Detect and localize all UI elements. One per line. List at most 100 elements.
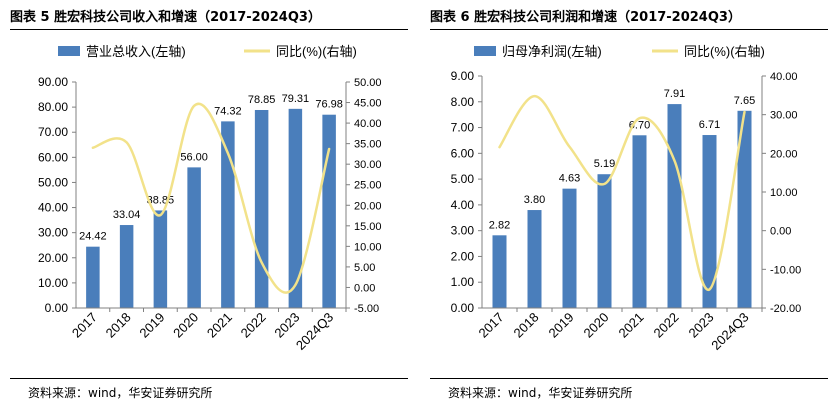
chart-title: 图表 5 胜宏科技公司收入和增速（2017-2024Q3） bbox=[10, 10, 321, 25]
right-tick-label: 45.00 bbox=[354, 98, 382, 110]
bar-data-label: 7.65 bbox=[734, 95, 755, 107]
right-tick-label: 20.00 bbox=[770, 148, 798, 160]
x-tick-label: 2021 bbox=[204, 310, 235, 341]
x-tick-label: 2018 bbox=[103, 310, 134, 341]
bar bbox=[737, 110, 752, 308]
left-tick-label: 60.00 bbox=[38, 150, 68, 164]
bar bbox=[86, 246, 100, 308]
bar-data-label: 4.63 bbox=[559, 173, 580, 185]
bar-data-label: 74.32 bbox=[214, 105, 242, 117]
left-tick-label: 0.00 bbox=[45, 301, 69, 315]
right-tick-label: 15.00 bbox=[354, 221, 382, 233]
revenue-chart: 营业总收入(左轴) 同比(%)(右轴)24.4233.0438.8556.0074… bbox=[38, 44, 382, 353]
x-tick-label: 2018 bbox=[511, 310, 542, 341]
right-tick-label: 35.00 bbox=[354, 139, 382, 151]
bar bbox=[187, 167, 201, 308]
bar bbox=[562, 188, 577, 308]
bar bbox=[492, 235, 507, 308]
legend: 营业总收入(左轴) 同比(%)(右轴) bbox=[58, 44, 357, 59]
x-tick-label: 2023 bbox=[686, 310, 717, 341]
x-tick-label: 2020 bbox=[581, 310, 612, 341]
left-tick-label: 30.00 bbox=[38, 226, 68, 240]
right-tick-label: -20.00 bbox=[770, 303, 801, 315]
bar-data-label: 3.80 bbox=[524, 194, 545, 206]
chart-title: 图表 6 胜宏科技公司利润和增速（2017-2024Q3） bbox=[430, 10, 741, 25]
x-tick-label: 2019 bbox=[546, 310, 577, 341]
left-tick-label: 40.00 bbox=[38, 201, 68, 215]
left-tick-label: 6.00 bbox=[451, 146, 475, 160]
left-tick-label: 3.00 bbox=[451, 224, 475, 238]
x-tick-label: 2021 bbox=[616, 310, 647, 341]
left-tick-label: 90.00 bbox=[38, 75, 68, 89]
x-tick-label: 2024Q3 bbox=[293, 310, 336, 353]
x-tick-label: 2023 bbox=[271, 310, 302, 341]
bar bbox=[119, 225, 134, 308]
bar bbox=[632, 135, 647, 308]
title-rule bbox=[430, 29, 828, 30]
source-note: 资料来源：wind，华安证券研究所 bbox=[448, 386, 633, 400]
legend-bar-swatch bbox=[58, 46, 80, 56]
left-tick-label: 0.00 bbox=[451, 301, 475, 315]
right-tick-label: 10.00 bbox=[770, 187, 798, 199]
x-tick-label: 2019 bbox=[136, 310, 167, 341]
revenue-chart-panel: 图表 5 胜宏科技公司收入和增速（2017-2024Q3） 营业总收入(左轴) 同… bbox=[10, 10, 408, 400]
bar bbox=[667, 104, 682, 308]
legend-line-label: 同比(%)(右轴) bbox=[276, 44, 357, 59]
bar-data-label: 2.82 bbox=[489, 219, 510, 231]
legend-bar-label: 归母净利润(左轴) bbox=[502, 44, 602, 59]
left-tick-label: 7.00 bbox=[451, 121, 475, 135]
growth-line bbox=[91, 102, 331, 294]
x-tick-label: 2022 bbox=[238, 310, 269, 341]
legend-bar-swatch bbox=[474, 46, 496, 56]
right-tick-label: 0.00 bbox=[354, 282, 375, 294]
bar-data-label: 76.98 bbox=[315, 99, 343, 111]
bar bbox=[221, 121, 235, 308]
bar bbox=[288, 108, 303, 308]
right-tick-label: 20.00 bbox=[354, 200, 382, 212]
bar-data-label: 24.42 bbox=[79, 231, 107, 243]
right-tick-label: 5.00 bbox=[354, 262, 375, 274]
right-tick-label: 30.00 bbox=[770, 110, 798, 122]
bar-data-label: 5.19 bbox=[594, 158, 615, 170]
x-tick-label: 2017 bbox=[476, 310, 507, 341]
source-note: 资料来源：wind，华安证券研究所 bbox=[28, 386, 213, 400]
right-tick-label: 0.00 bbox=[770, 226, 791, 238]
right-tick-label: 25.00 bbox=[354, 180, 382, 192]
profit-chart-panel: 图表 6 胜宏科技公司利润和增速（2017-2024Q3） 归母净利润(左轴) 同… bbox=[420, 0, 840, 410]
left-tick-label: 10.00 bbox=[38, 276, 68, 290]
bar bbox=[153, 210, 168, 308]
bar-data-label: 6.71 bbox=[699, 119, 720, 131]
left-tick-label: 70.00 bbox=[38, 125, 68, 139]
x-tick-label: 2020 bbox=[170, 310, 201, 341]
x-tick-label: 2022 bbox=[651, 310, 682, 341]
x-tick-label: 2024Q3 bbox=[708, 310, 751, 353]
right-tick-label: 40.00 bbox=[770, 71, 798, 83]
title-rule bbox=[10, 29, 408, 30]
bar-data-label: 33.04 bbox=[113, 209, 141, 221]
left-tick-label: 1.00 bbox=[451, 275, 475, 289]
bar bbox=[322, 114, 336, 308]
left-tick-label: 9.00 bbox=[451, 69, 475, 83]
left-tick-label: 4.00 bbox=[451, 198, 475, 212]
left-tick-label: 8.00 bbox=[451, 95, 475, 109]
left-tick-label: 5.00 bbox=[451, 172, 475, 186]
right-tick-label: 40.00 bbox=[354, 118, 382, 130]
right-tick-label: 30.00 bbox=[354, 159, 382, 171]
right-tick-label: -10.00 bbox=[770, 264, 801, 276]
legend-line-label: 同比(%)(右轴) bbox=[684, 44, 765, 59]
legend: 归母净利润(左轴) 同比(%)(右轴) bbox=[474, 44, 765, 59]
x-tick-label: 2017 bbox=[69, 310, 100, 341]
bar bbox=[254, 109, 269, 308]
left-tick-label: 50.00 bbox=[38, 175, 68, 189]
bar bbox=[597, 174, 612, 308]
growth-line bbox=[498, 94, 746, 291]
right-tick-label: 50.00 bbox=[354, 77, 382, 89]
right-tick-label: 10.00 bbox=[354, 241, 382, 253]
bar bbox=[702, 135, 717, 308]
left-tick-label: 2.00 bbox=[451, 249, 475, 263]
bar-data-label: 78.85 bbox=[248, 94, 276, 106]
left-tick-label: 20.00 bbox=[38, 251, 68, 265]
source-rule bbox=[10, 378, 408, 379]
source-rule bbox=[430, 378, 828, 379]
bar-data-label: 56.00 bbox=[180, 151, 208, 163]
